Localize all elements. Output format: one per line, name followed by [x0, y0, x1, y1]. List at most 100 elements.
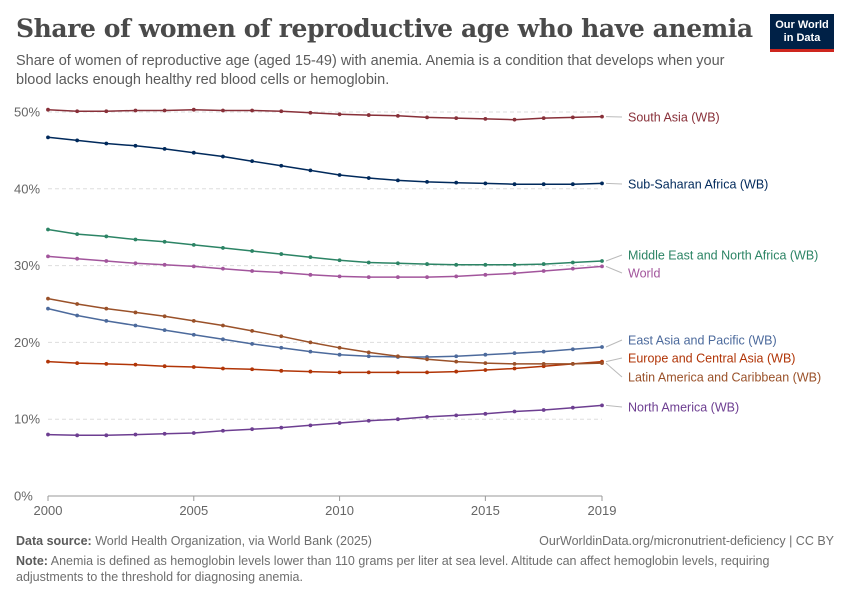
data-point: [337, 173, 342, 177]
data-point: [133, 261, 138, 266]
data-point: [600, 114, 604, 119]
license-link[interactable]: CC BY: [795, 534, 834, 548]
logo-line-1: Our World: [775, 19, 829, 31]
data-point: [425, 357, 429, 362]
data-point: [133, 108, 138, 113]
data-point: [483, 352, 488, 357]
data-point: [483, 361, 488, 366]
data-point: [162, 146, 167, 151]
data-point: [308, 340, 313, 345]
data-point: [512, 409, 517, 414]
data-point: [541, 116, 546, 121]
data-point: [570, 266, 575, 271]
series-line: [47, 307, 603, 358]
data-point: [308, 369, 313, 374]
data-point: [512, 366, 517, 371]
data-point: [75, 361, 80, 366]
data-point: [366, 350, 371, 355]
data-point: [75, 302, 80, 306]
data-point: [133, 432, 138, 437]
data-point: [600, 259, 604, 263]
series-line: [47, 255, 603, 278]
data-point: [308, 349, 313, 354]
data-point: [104, 433, 109, 438]
data-point: [191, 150, 196, 155]
data-point: [600, 403, 604, 408]
data-point: [366, 176, 371, 180]
label-connector: [605, 357, 623, 363]
series-label: Middle East and North Africa (WB): [628, 249, 818, 263]
data-point: [570, 347, 575, 352]
data-point: [162, 328, 167, 333]
label-connector: [605, 182, 623, 185]
x-tick-label: 2000: [34, 503, 63, 518]
source-link[interactable]: OurWorldinData.org/micronutrient-deficie…: [539, 534, 786, 548]
data-point: [133, 323, 138, 328]
data-point: [337, 345, 342, 350]
data-point: [395, 370, 400, 375]
data-point: [162, 262, 167, 267]
data-point: [250, 269, 255, 273]
data-point: [337, 112, 342, 117]
series-label: Europe and Central Asia (WB): [628, 352, 795, 366]
data-point: [541, 269, 546, 273]
data-point: [104, 362, 109, 366]
owid-logo[interactable]: Our World in Data: [770, 14, 834, 52]
y-tick-label: 10%: [14, 412, 40, 427]
series-line: [47, 297, 603, 365]
data-point: [570, 405, 575, 410]
data-point: [541, 182, 546, 187]
data-point: [308, 110, 313, 115]
data-point: [395, 178, 400, 183]
y-axis: 0% 10% 20% 30% 40% 50%: [14, 105, 40, 504]
data-point: [46, 296, 50, 301]
data-point: [250, 367, 255, 372]
grid-lines: [48, 111, 602, 420]
data-point: [483, 181, 488, 186]
data-point: [279, 425, 284, 430]
y-tick-label: 40%: [14, 181, 40, 196]
data-point: [366, 113, 371, 117]
series-lines: [46, 107, 604, 438]
data-point: [395, 275, 400, 280]
label-connector: [605, 254, 623, 262]
data-point: [308, 423, 313, 428]
series-line: [47, 228, 603, 266]
footnote: Note: Anemia is defined as hemoglobin le…: [16, 553, 806, 585]
data-point: [512, 271, 517, 276]
logo-line-2: in Data: [783, 32, 821, 44]
data-point: [162, 431, 167, 436]
data-point: [541, 262, 546, 266]
data-point: [250, 328, 255, 333]
data-point: [512, 362, 517, 366]
data-point: [221, 266, 225, 271]
data-point: [162, 108, 167, 113]
data-source: Data source: World Health Organization, …: [16, 534, 372, 548]
data-point: [454, 354, 459, 359]
x-axis: 2000 2005 2010 2015 2019: [34, 495, 616, 518]
data-point: [512, 117, 517, 122]
label-connector: [605, 362, 623, 378]
data-point: [454, 359, 459, 364]
data-point: [221, 366, 225, 371]
data-point: [46, 135, 50, 140]
series-label: Latin America and Caribbean (WB): [628, 371, 821, 385]
data-point: [600, 361, 604, 366]
data-point: [75, 232, 80, 237]
data-source-label: Data source:: [16, 534, 92, 548]
separator: |: [789, 534, 796, 548]
data-source-text: World Health Organization, via World Ban…: [95, 534, 372, 548]
data-point: [46, 432, 50, 437]
data-point: [337, 258, 342, 263]
data-point: [104, 318, 109, 323]
data-point: [221, 154, 225, 159]
data-point: [191, 242, 196, 247]
data-point: [221, 108, 225, 113]
data-point: [541, 349, 546, 354]
data-point: [337, 352, 342, 357]
data-point: [308, 168, 313, 173]
data-point: [395, 417, 400, 422]
data-point: [308, 255, 313, 260]
chart-subtitle: Share of women of reproductive age (aged…: [16, 53, 725, 88]
note-text: Anemia is defined as hemoglobin levels l…: [16, 554, 770, 584]
